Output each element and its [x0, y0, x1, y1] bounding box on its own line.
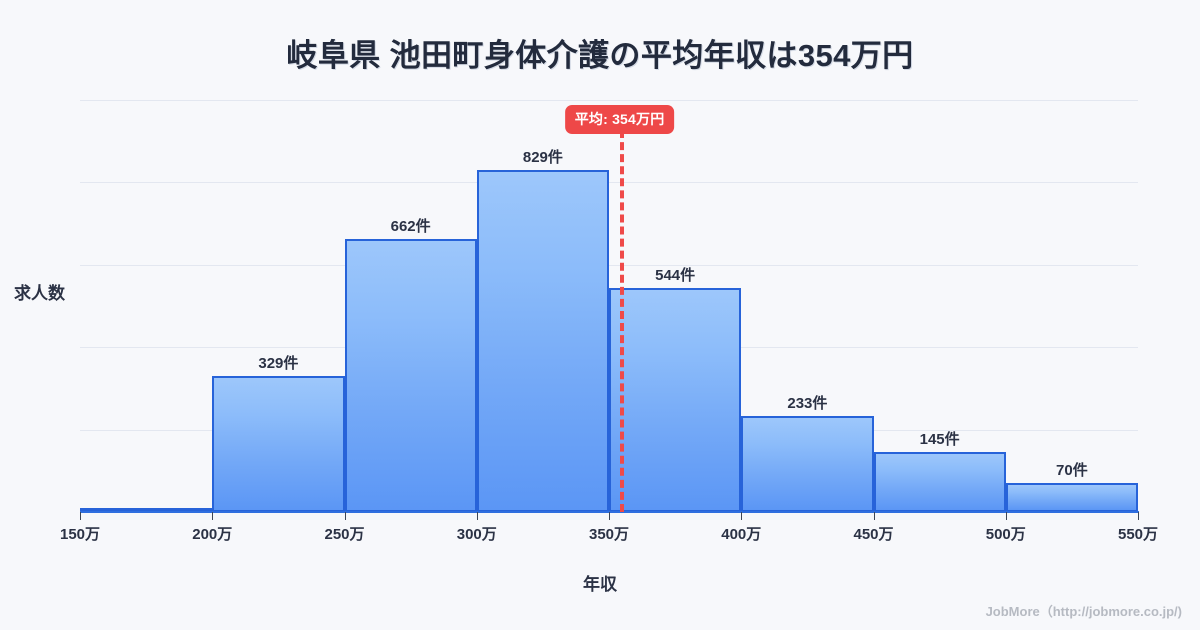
x-tick-mark	[1005, 512, 1007, 520]
x-tick-mark	[873, 512, 875, 520]
bar-series: 329件 662件 829件 544件 233件 145件 70件	[80, 100, 1138, 512]
average-badge: 平均: 354万円	[564, 105, 675, 134]
bar: 70件	[1005, 462, 1138, 512]
watermark: JobMore（http://jobmore.co.jp/)	[985, 604, 1182, 619]
bar: 829件	[476, 149, 609, 512]
bar: 233件	[741, 395, 874, 512]
x-tick-mark	[344, 512, 346, 520]
bar: 145件	[873, 431, 1006, 512]
plot-area: 329件 662件 829件 544件 233件 145件 70件	[80, 100, 1138, 512]
page-title: 岐阜県 池田町身体介護の平均年収は354万円	[286, 38, 914, 73]
x-tick-label: 550万	[1117, 526, 1159, 543]
bar-value-label: 829件	[522, 149, 563, 167]
x-tick-label: 400万	[721, 526, 762, 543]
bar: 544件	[609, 267, 742, 512]
x-tick-label: 350万	[588, 526, 630, 543]
x-tick-mark	[1138, 512, 1139, 520]
x-tick-label: 300万	[456, 526, 497, 543]
bar-value-label: 145件	[919, 431, 960, 449]
bar-value-label: 329件	[258, 355, 299, 373]
x-tick-label: 500万	[985, 526, 1026, 543]
x-tick-mark	[741, 512, 743, 520]
x-tick-mark	[609, 512, 610, 520]
bar: 662件	[344, 218, 477, 512]
bar-value-label: 662件	[390, 218, 431, 236]
bar: 329件	[212, 355, 345, 512]
x-axis-title: 年収	[583, 575, 617, 594]
bar-value-label: 70件	[1056, 462, 1088, 480]
gridline	[80, 100, 1138, 101]
x-tick-label: 150万	[59, 526, 101, 543]
average-line	[619, 130, 624, 512]
bar-value-label: 233件	[787, 395, 828, 413]
gridline	[80, 264, 1138, 266]
x-tick-mark	[80, 512, 81, 520]
x-tick-label: 250万	[324, 526, 365, 543]
x-tick-mark	[476, 512, 478, 520]
gridline	[80, 182, 1138, 184]
x-tick-label: 200万	[192, 526, 233, 543]
x-tick-mark	[212, 512, 214, 520]
x-tick-label: 450万	[853, 526, 894, 543]
x-axis-baseline	[80, 511, 1139, 513]
bar-value-label: 544件	[655, 266, 696, 284]
y-axis-title: 求人数	[14, 284, 65, 303]
